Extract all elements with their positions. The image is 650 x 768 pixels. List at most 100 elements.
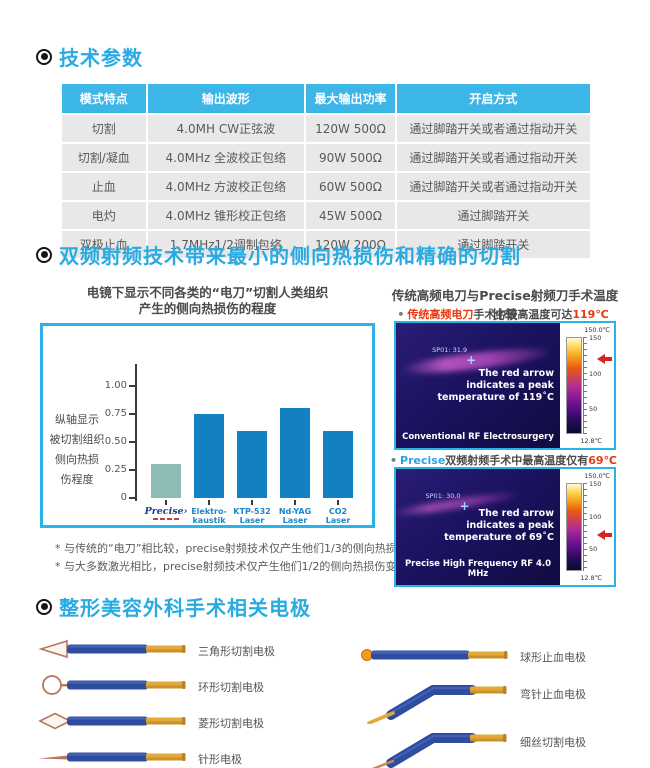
table-cell: 切割: [62, 115, 146, 142]
x-axis-category-label: CO2 Laser: [325, 507, 351, 525]
table-cell: 120W 200Ω: [306, 231, 395, 258]
table-cell: 切割/凝血: [62, 144, 146, 171]
y-axis-tick: [129, 441, 135, 443]
thermal-caption: The red arrow indicates a peak temperatu…: [437, 368, 554, 403]
thermal-footer: Conventional RF Electrosurgery: [402, 432, 554, 442]
electrode-label: 细丝切割电极: [520, 736, 586, 749]
temperature-scale: 150.0℃ 150 100 50 12.8℃: [560, 469, 614, 585]
bent-needle-electrode-icon: [360, 680, 510, 728]
crosshair-icon: +: [466, 352, 477, 367]
y-tick-label: 0.25: [104, 464, 127, 475]
triangle-electrode-icon: [38, 638, 188, 664]
table-cell: 止血: [62, 173, 146, 200]
loop-electrode-icon: [38, 674, 188, 700]
table-cell: 电灼: [62, 202, 146, 229]
y-tick-label: 0.50: [104, 436, 127, 447]
table-row: 止血 4.0MHz 方波校正包络 60W 500Ω 通过脚踏开关或者通过指动开关: [62, 173, 590, 200]
crosshair-icon: +: [459, 499, 470, 514]
bullet-dot-icon: •: [390, 454, 398, 467]
diamond-electrode-icon: [38, 710, 188, 736]
bullet-ring-icon: [36, 598, 52, 615]
x-axis-category-label: Elektro-kaustik: [191, 507, 227, 525]
chart-footnotes: * 与传统的“电刀”相比较，precise射频技术仅产生他们1/3的侧向热损伤变…: [55, 540, 430, 576]
electrode-row: 针形电极: [38, 746, 338, 768]
parameters-table: 模式特点 输出波形 最大输出功率 开启方式 切割 4.0MH CW正弦波 120W 500Ω…: [60, 82, 592, 260]
table-cell: 4.0MHz 锥形校正包络: [147, 202, 305, 229]
bullet-ring-icon: [36, 48, 52, 65]
x-axis-tick: [251, 500, 253, 505]
comparison-bullet-conventional: • 传统高频电刀手术中最高温度可达119℃: [397, 308, 609, 321]
thermal-scene: SP01: 31.9 + The red arrow indicates a p…: [396, 323, 560, 448]
table-cell: 4.0MH CW正弦波: [147, 115, 305, 142]
table-header-row: 模式特点 输出波形 最大输出功率 开启方式: [62, 84, 590, 113]
ball-electrode-icon: [360, 644, 510, 670]
x-axis-category-label: Nd-YAG Laser: [278, 507, 312, 525]
y-tick-label: 1.00: [104, 380, 127, 391]
bent-wire-electrode-icon: [360, 728, 510, 768]
thermal-image-precise: SP01: 30.0 + The red arrow indicates a p…: [394, 467, 616, 587]
column-header: 模式特点: [62, 84, 146, 113]
spot-marker: SP01: 31.9 +: [432, 345, 477, 367]
section-title: 技术参数: [59, 46, 143, 70]
electrode-row: 菱形切割电极: [38, 710, 338, 736]
bar: [323, 431, 353, 498]
electrodes-left-column: 三角形切割电极 环形切割电极菱形切割电极 针形电极: [38, 638, 338, 768]
precise-logo: Precise›: [140, 506, 192, 520]
table-cell: 4.0MHz 方波校正包络: [147, 173, 305, 200]
bar: [237, 431, 267, 498]
table-row: 切割/凝血 4.0MHz 全波校正包络 90W 500Ω 通过脚踏开关或者通过指动开关: [62, 144, 590, 171]
chart-plot-area: 纵轴显示 被切割组织 侧向热损 伤程度 0 0.25 0.50 0.75 1.00 Precise…: [43, 326, 372, 525]
section-heading-tech: 双频射频技术带来最小的侧向热损伤和精确的切割: [36, 240, 521, 269]
table-cell: 通过脚踏开关或者通过指动开关: [396, 115, 590, 142]
y-axis-line: [135, 364, 137, 501]
table-row: 双极止血 1.7MHz1/2调制包络 120W 200Ω 通过脚踏开关: [62, 231, 590, 258]
electrode-label: 针形电极: [198, 753, 242, 766]
electrodes-right-column: 球形止血电极弯针止血电极细丝切割电极: [360, 644, 650, 768]
table-cell: 90W 500Ω: [306, 144, 395, 171]
column-header: 输出波形: [147, 84, 305, 113]
table-row: 电灼 4.0MHz 锥形校正包络 45W 500Ω 通过脚踏开关: [62, 202, 590, 229]
spot-marker: SP01: 30.0 +: [425, 492, 470, 514]
bullet-ring-icon: [36, 246, 52, 263]
table-cell: 通过脚踏开关或者通过指动开关: [396, 173, 590, 200]
table-cell: 通过脚踏开关或者通过指动开关: [396, 144, 590, 171]
section-heading-params: 技术参数: [36, 42, 143, 71]
thermal-scene: SP01: 30.0 + The red arrow indicates a p…: [396, 469, 560, 585]
red-arrow-icon: [597, 353, 613, 364]
x-axis-tick: [337, 500, 339, 505]
y-tick-label: 0: [120, 492, 127, 503]
bullet-dot-icon: •: [397, 308, 405, 321]
chart-title: 电镜下显示不同各类的“电刀”切割人类组织 产生的侧向热损伤的程度: [86, 285, 329, 316]
thermal-image-conventional: SP01: 31.9 + The red arrow indicates a p…: [394, 321, 616, 450]
thermal-footer: Precise High Frequency RF 4.0 MHz: [404, 559, 552, 579]
electrode-label: 菱形切割电极: [198, 717, 264, 730]
electrode-row: 环形切割电极: [38, 674, 338, 700]
needle-electrode-icon: [38, 746, 188, 768]
electrode-row: 三角形切割电极: [38, 638, 338, 664]
bar: [280, 408, 310, 498]
y-axis-label: 纵轴显示 被切割组织 侧向热损 伤程度: [49, 413, 105, 486]
x-axis-category-label: KTP-532 Laser: [233, 507, 271, 525]
y-axis-tick: [129, 497, 135, 499]
table-cell: 4.0MHz 全波校正包络: [147, 144, 305, 171]
electrode-row: 球形止血电极: [360, 644, 650, 670]
footnote: * 与大多数激光相比，precise射频技术仅产生他们1/2的侧向热损伤变形: [55, 560, 408, 573]
y-tick-label: 0.75: [104, 408, 127, 419]
colorbar: [566, 483, 582, 571]
x-axis-tick: [294, 500, 296, 505]
table-cell: 45W 500Ω: [306, 202, 395, 229]
electrode-row: 弯针止血电极: [360, 680, 650, 728]
scale-ruler: [583, 483, 587, 571]
section-title: 双频射频技术带来最小的侧向热损伤和精确的切割: [59, 244, 521, 268]
column-header: 最大输出功率: [306, 84, 395, 113]
colorbar: [566, 337, 582, 434]
comparison-bullet-precise: • Precise双频射频手术中最高温度仅有69℃: [390, 454, 617, 467]
table-cell: 120W 500Ω: [306, 115, 395, 142]
table-row: 切割 4.0MH CW正弦波 120W 500Ω 通过脚踏开关或者通过指动开关: [62, 115, 590, 142]
electrode-label: 球形止血电极: [520, 651, 586, 664]
x-axis-tick: [165, 500, 167, 505]
bar: [151, 464, 181, 498]
table-cell: 60W 500Ω: [306, 173, 395, 200]
y-axis-tick: [129, 413, 135, 415]
